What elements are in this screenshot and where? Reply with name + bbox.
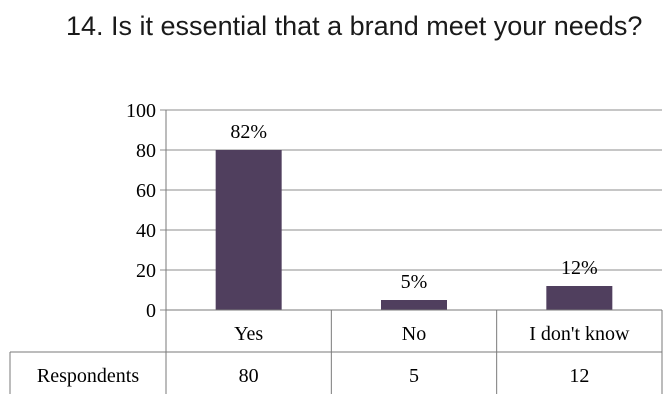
axes: 0 20 40 60 80 100 <box>126 100 167 394</box>
data-label: 82% <box>230 121 267 143</box>
y-tick-label: 100 <box>126 100 156 122</box>
bar <box>215 150 282 310</box>
bar <box>546 286 613 310</box>
category-label: No <box>402 323 426 345</box>
category-label: Yes <box>234 323 263 345</box>
chart-title: 14. Is it essential that a brand meet yo… <box>66 11 643 41</box>
table-row-label: Respondents <box>37 365 139 387</box>
y-tick-label: 60 <box>136 180 156 202</box>
y-tick-label: 40 <box>136 220 156 242</box>
data-labels: 82% 5% 12% <box>230 121 597 293</box>
bar <box>381 300 447 310</box>
y-tick-label: 20 <box>136 260 156 282</box>
table-cell-value: 80 <box>239 365 259 387</box>
table-cell-value: 12 <box>569 365 589 387</box>
table-cell-value: 5 <box>409 365 419 387</box>
bars <box>215 150 613 310</box>
y-tick-label: 80 <box>136 140 156 162</box>
y-tick-label: 0 <box>146 300 156 322</box>
data-label: 5% <box>401 271 428 293</box>
data-table: Yes No I don't know Respondents 80 5 12 <box>9 309 663 394</box>
category-label: I don't know <box>529 323 630 345</box>
data-label: 12% <box>561 257 598 279</box>
